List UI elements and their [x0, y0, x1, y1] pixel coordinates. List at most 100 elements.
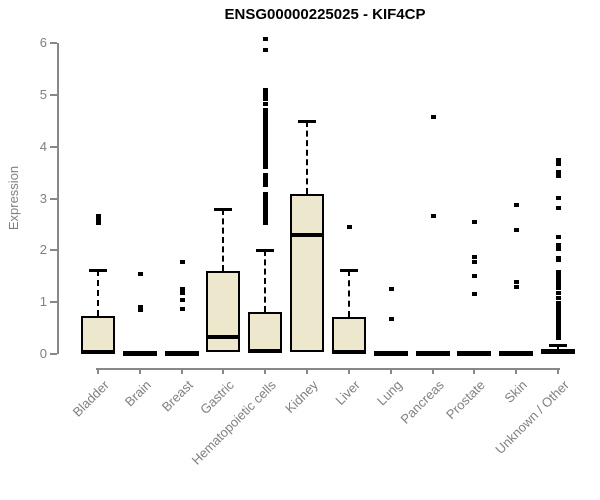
- outlier-point: [263, 175, 269, 180]
- outlier-point: [556, 290, 562, 295]
- outlier-point: [263, 157, 269, 162]
- box: [331, 316, 366, 354]
- outlier-point: [263, 36, 269, 41]
- y-tick-label: 1: [39, 294, 47, 310]
- x-axis-tick: [222, 368, 225, 374]
- outlier-point: [263, 155, 269, 160]
- outlier-point: [263, 93, 269, 98]
- y-tick-label: 5: [39, 86, 47, 102]
- x-axis-tick: [138, 368, 141, 374]
- whisker-cap: [298, 119, 317, 123]
- outlier-point: [263, 126, 269, 131]
- median-line: [457, 350, 492, 355]
- outlier-point: [472, 274, 478, 279]
- outlier-point: [556, 161, 562, 166]
- outlier-point: [263, 136, 269, 141]
- x-axis-tick: [473, 368, 476, 374]
- outlier-point: [556, 334, 562, 339]
- outlier-point: [556, 314, 562, 319]
- outlier-point: [556, 308, 562, 313]
- outlier-point: [472, 260, 478, 265]
- outlier-point: [179, 298, 185, 303]
- outlier-point: [556, 324, 562, 329]
- y-axis-tick: [50, 249, 57, 252]
- outlier-point: [556, 195, 562, 200]
- outlier-point: [263, 121, 269, 126]
- outlier-point: [514, 280, 520, 285]
- outlier-point: [430, 213, 436, 218]
- median-line: [541, 350, 576, 355]
- outlier-point: [556, 170, 562, 175]
- median-line: [499, 350, 534, 355]
- outlier-point: [263, 48, 269, 53]
- outlier-point: [388, 287, 394, 292]
- outlier-point: [556, 319, 562, 324]
- outlier-point: [263, 102, 269, 107]
- outlier-point: [514, 284, 520, 289]
- x-axis-tick: [97, 368, 99, 374]
- outlier-point: [263, 116, 269, 121]
- median-line: [290, 232, 325, 237]
- y-axis-tick: [50, 42, 57, 44]
- outlier-point: [472, 220, 478, 225]
- outlier-point: [263, 205, 269, 210]
- outlier-point: [263, 118, 269, 123]
- median-line: [415, 350, 450, 355]
- x-axis-line: [96, 368, 561, 370]
- outlier-point: [263, 129, 269, 134]
- outlier-point: [556, 306, 562, 311]
- outlier-point: [263, 213, 269, 218]
- whisker-cap: [549, 343, 568, 347]
- outlier-point: [263, 139, 269, 144]
- outlier-point: [556, 311, 562, 316]
- outlier-point: [556, 301, 562, 306]
- whisker-cap: [256, 249, 275, 253]
- outlier-point: [263, 134, 269, 139]
- y-tick-label: 6: [39, 35, 47, 50]
- outlier-point: [556, 243, 562, 248]
- outlier-point: [263, 162, 269, 167]
- median-line: [248, 349, 283, 354]
- outlier-point: [263, 96, 269, 101]
- x-axis-tick: [557, 368, 560, 374]
- outlier-point: [263, 142, 269, 147]
- outlier-point: [96, 220, 101, 225]
- box: [248, 312, 283, 354]
- y-axis-tick: [50, 93, 57, 96]
- outlier-point: [137, 307, 143, 312]
- outlier-point: [263, 202, 269, 207]
- outlier-point: [263, 144, 269, 149]
- outlier-point: [263, 194, 269, 199]
- outlier-point: [263, 149, 269, 154]
- whisker-cap: [214, 207, 233, 211]
- outlier-point: [514, 227, 520, 232]
- outlier-point: [263, 131, 269, 136]
- outlier-point: [263, 113, 269, 118]
- x-axis-tick: [347, 368, 350, 374]
- outlier-point: [263, 200, 269, 205]
- x-axis-tick: [180, 368, 183, 374]
- y-tick-label: 2: [39, 242, 47, 258]
- outlier-point: [263, 90, 269, 95]
- outlier-point: [263, 180, 269, 185]
- median-line: [164, 350, 199, 355]
- outlier-point: [430, 114, 436, 119]
- outlier-point: [556, 205, 562, 210]
- outlier-point: [179, 307, 185, 312]
- whisker-line: [264, 250, 267, 312]
- x-axis-tick: [264, 368, 267, 374]
- outlier-point: [556, 329, 562, 334]
- outlier-point: [137, 305, 143, 310]
- outlier-point: [556, 327, 562, 332]
- median-line: [206, 334, 241, 339]
- y-axis-tick: [50, 145, 57, 148]
- outlier-point: [263, 110, 269, 115]
- outlier-point: [96, 214, 101, 219]
- whisker-cap: [339, 268, 358, 272]
- whisker-line: [557, 344, 560, 349]
- y-tick-label: 4: [39, 138, 47, 154]
- x-axis-tick: [515, 368, 518, 374]
- outlier-point: [556, 321, 562, 326]
- outlier-point: [263, 177, 269, 182]
- outlier-point: [346, 225, 352, 229]
